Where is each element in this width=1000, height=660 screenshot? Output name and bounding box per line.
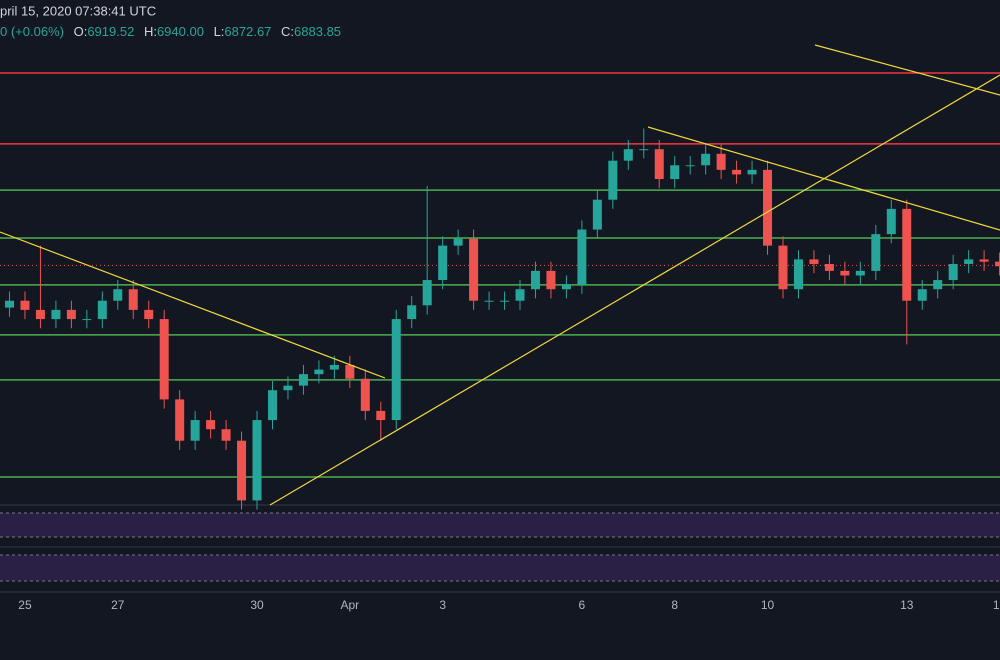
x-tick-label: 30	[250, 598, 264, 612]
candle-body	[716, 153, 726, 170]
candle-body	[670, 165, 680, 180]
x-tick-label: 10	[761, 598, 775, 612]
x-tick-label: 3	[439, 598, 446, 612]
high: 6940.00	[157, 24, 204, 39]
candle-body	[871, 234, 881, 271]
candle-body	[391, 319, 401, 421]
candle-body	[608, 160, 618, 200]
high-label: H:	[144, 24, 157, 39]
trendlines	[0, 44, 1000, 506]
levels	[0, 72, 1000, 478]
x-tick-label: 15	[993, 598, 1000, 612]
candle-body	[345, 364, 355, 379]
open-label: O:	[74, 24, 88, 39]
trendline	[0, 231, 386, 379]
candle-body	[298, 374, 308, 386]
candle-body	[113, 289, 123, 301]
candle-body	[964, 259, 974, 264]
candle-body	[809, 259, 819, 264]
candle-body	[561, 284, 571, 290]
candle-body	[267, 390, 277, 421]
low-label: L:	[214, 24, 225, 39]
candle-body	[546, 270, 556, 290]
candle-body	[701, 153, 711, 166]
candle-body	[778, 245, 788, 290]
pane-band	[0, 513, 1000, 537]
candle-body	[51, 309, 61, 320]
candle-body	[283, 385, 293, 391]
candle-body	[995, 261, 1000, 267]
candle-body	[438, 245, 448, 281]
rsi-pane	[0, 546, 1000, 593]
close-label: C:	[281, 24, 294, 39]
candle-body	[732, 169, 742, 175]
x-tick-label: 27	[111, 598, 125, 612]
candle-body	[484, 300, 494, 302]
candle-body	[159, 319, 169, 400]
candle-body	[97, 300, 107, 320]
candle-body	[747, 169, 757, 175]
candle-body	[763, 169, 773, 246]
candle-body	[685, 165, 695, 167]
x-tick-label: 8	[671, 598, 678, 612]
candle-body	[252, 420, 262, 501]
candle-body	[376, 410, 386, 421]
x-tick-label: 25	[18, 598, 32, 612]
candle-body	[840, 270, 850, 276]
candle-body	[360, 378, 370, 411]
candle-body	[515, 289, 525, 301]
x-axis: 25 27 30 Apr 3 6 8 10 13 15	[18, 598, 1000, 612]
candle-body	[237, 440, 247, 501]
candle-body	[500, 300, 510, 302]
candle-body	[469, 238, 479, 301]
x-tick-label: 6	[579, 598, 586, 612]
candle-body	[35, 309, 45, 320]
candle-body	[453, 238, 463, 246]
trendline	[269, 74, 1000, 506]
candle-body	[329, 364, 339, 370]
candle-body	[577, 229, 587, 285]
candle-body	[221, 429, 231, 441]
candle-body	[639, 149, 649, 151]
candle-body	[5, 300, 14, 308]
candle-body	[793, 259, 803, 290]
change: 0 (+0.06%)	[0, 24, 64, 39]
candle-body	[20, 300, 30, 310]
candle-body	[917, 289, 927, 301]
close: 6883.85	[294, 24, 341, 39]
pane-band	[0, 555, 1000, 581]
x-tick-label: Apr	[340, 598, 359, 612]
low: 6872.67	[224, 24, 271, 39]
candle-body	[592, 199, 602, 230]
trendline	[647, 126, 1000, 231]
candle-body	[530, 270, 540, 290]
candle-body	[855, 270, 865, 276]
candle-body	[654, 149, 664, 180]
stoch-rsi-pane	[0, 504, 1000, 538]
candle-body	[206, 420, 216, 430]
candle-body	[422, 280, 432, 306]
candle-body	[82, 319, 92, 321]
ohlc-header: 0 (+0.06%) O:6919.52 H:6940.00 L:6872.67…	[0, 24, 341, 39]
candle-body	[623, 149, 633, 161]
candle-body	[175, 399, 185, 441]
candle-body	[144, 309, 154, 320]
timestamp: pril 15, 2020 07:38:41 UTC	[0, 3, 156, 18]
candle-body	[886, 208, 896, 235]
candle-body	[66, 309, 76, 320]
candle-body	[314, 369, 324, 375]
candle-body	[824, 263, 834, 271]
candle-body	[407, 305, 417, 320]
trendline	[814, 44, 1000, 96]
candle-body	[979, 259, 989, 262]
open: 6919.52	[87, 24, 134, 39]
candle-body	[948, 263, 958, 281]
candle-body	[128, 289, 138, 310]
candles	[5, 128, 1000, 510]
x-tick-label: 13	[900, 598, 914, 612]
candle-body	[190, 420, 200, 441]
candle-body	[933, 280, 943, 290]
candle-body	[902, 208, 912, 301]
